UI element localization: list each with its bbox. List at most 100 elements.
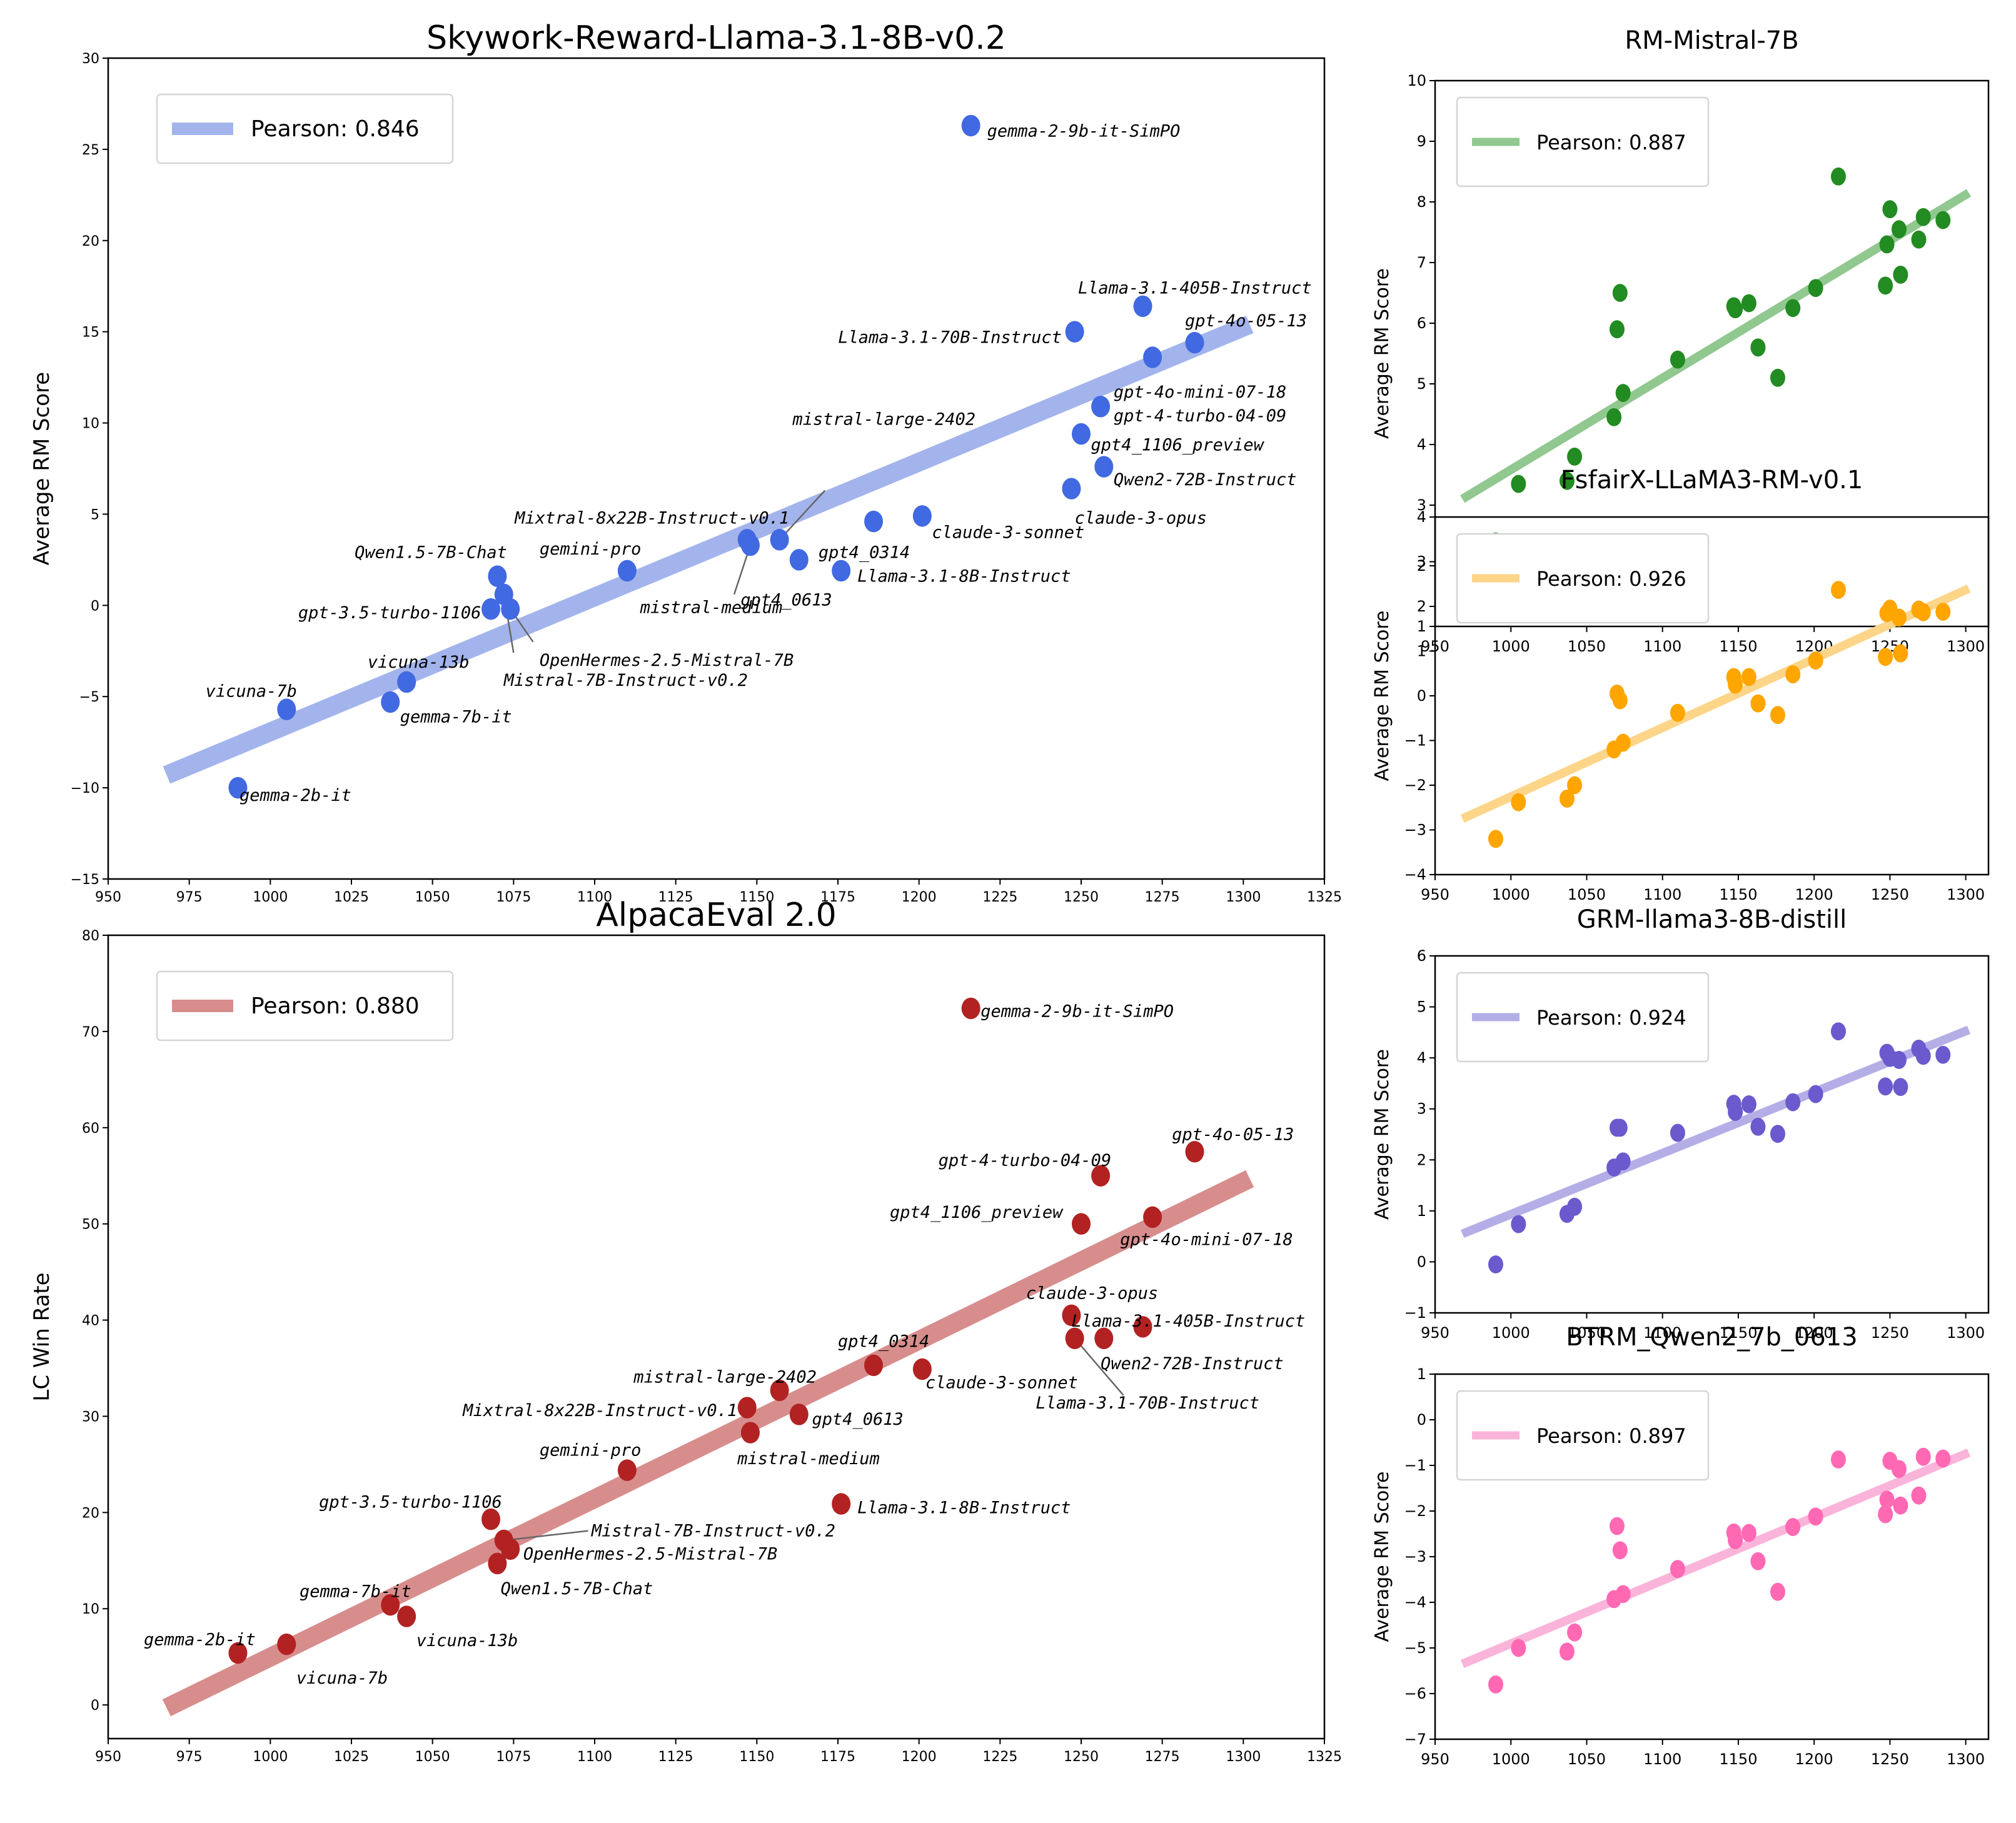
legend-box <box>1456 972 1710 1063</box>
point-label: gemma-2b-it <box>239 786 351 805</box>
data-point <box>1879 235 1895 254</box>
legend: Pearson: 0.924 <box>1456 972 1710 1063</box>
axes-frame <box>107 934 1326 1740</box>
x-tick-label: 1050 <box>1568 1750 1606 1768</box>
point-label: OpenHermes-2.5-Mistral-7B <box>540 651 794 670</box>
data-point <box>1728 1103 1743 1122</box>
data-point <box>770 1379 789 1402</box>
data-point <box>737 1397 757 1419</box>
data-point <box>789 1404 809 1425</box>
x-tick-label: 1050 <box>1568 886 1606 903</box>
point-label: gpt4_0613 <box>812 1410 904 1429</box>
legend-label: Pearson: 0.924 <box>1536 1006 1686 1030</box>
data-point <box>481 598 501 620</box>
y-tick-label: 30 <box>82 51 99 67</box>
y-tick-label: 10 <box>1407 72 1426 89</box>
data-point <box>1133 1316 1152 1338</box>
x-tick-label: 1050 <box>1568 638 1606 655</box>
point-label: Llama-3.1-405B-Instruct <box>1078 279 1312 298</box>
data-point <box>1567 776 1583 795</box>
data-point <box>1830 1022 1846 1041</box>
legend: Pearson: 0.880 <box>156 970 454 1042</box>
x-tick-label: 1100 <box>1643 1750 1681 1768</box>
data-point <box>1893 644 1908 663</box>
y-tick-label: −10 <box>71 781 99 796</box>
data-point <box>1785 1518 1801 1536</box>
data-point <box>1911 230 1927 249</box>
x-tick-label: 1100 <box>1643 638 1681 655</box>
y-tick-label: 4 <box>1417 508 1426 526</box>
x-tick-label: 1175 <box>820 890 855 905</box>
data-point <box>1606 408 1622 426</box>
legend: Pearson: 0.897 <box>1456 1390 1710 1481</box>
y-tick-label: 0 <box>1417 687 1426 705</box>
legend: Pearson: 0.887 <box>1456 96 1710 188</box>
chart-grm: GRM-llama3-8B-distill Average RM Score 950… <box>1371 905 1990 1342</box>
y-tick-label: 6 <box>1417 314 1426 332</box>
point-label: Qwen1.5-7B-Chat <box>501 1579 653 1599</box>
data-point <box>1830 1450 1846 1469</box>
data-point <box>1750 338 1766 357</box>
point-label: gpt-4o-05-13 <box>1172 1125 1294 1145</box>
y-tick-label: 70 <box>82 1025 99 1040</box>
data-point <box>1185 331 1204 354</box>
y-tick-label: 0 <box>1417 1253 1426 1270</box>
x-tick-label: 950 <box>95 1749 121 1765</box>
y-tick-label: −3 <box>1404 821 1426 839</box>
x-tick-label: 1075 <box>496 890 531 905</box>
point-label: mistral-medium <box>737 1449 880 1469</box>
x-tick-label: 1225 <box>982 1749 1017 1765</box>
data-point <box>1808 1085 1823 1103</box>
point-label: Mixtral-8x22B-Instruct-v0.1 <box>514 508 789 528</box>
x-tick-label: 950 <box>95 890 121 905</box>
regression-line <box>162 1170 1254 1717</box>
data-point <box>1091 396 1111 418</box>
x-tick-label: 1100 <box>577 890 612 905</box>
x-tick-label: 1150 <box>1719 638 1757 655</box>
data-point <box>481 1508 501 1530</box>
data-point <box>1741 668 1756 686</box>
chart-title: Skywork-Reward-Llama-3.1-8B-v0.2 <box>426 19 1006 57</box>
legend-box <box>156 93 454 164</box>
y-tick-label: 10 <box>82 416 99 432</box>
x-tick-label: 1200 <box>902 1749 937 1765</box>
y-tick-label: −4 <box>1404 866 1426 883</box>
data-point <box>1830 581 1846 599</box>
point-label: gemma-2-9b-it-SimPO <box>980 1002 1174 1022</box>
y-axis-label: Average RM Score <box>29 372 54 565</box>
data-point <box>1559 1642 1575 1661</box>
y-axis-label: Average RM Score <box>1371 1049 1393 1220</box>
data-point <box>381 691 400 713</box>
regression-line <box>163 316 1254 784</box>
y-tick-label: 8 <box>1417 193 1426 211</box>
data-point <box>1511 1215 1526 1233</box>
point-label: Llama-3.1-8B-Instruct <box>857 1499 1071 1518</box>
data-point <box>1770 1125 1785 1143</box>
point-label: Mistral-7B-Instruct-v0.2 <box>503 671 748 690</box>
y-tick-label: −2 <box>1404 1502 1426 1520</box>
data-point <box>832 560 851 582</box>
data-point <box>1878 1077 1893 1096</box>
x-tick-label: 1275 <box>1145 890 1180 905</box>
point-label: vicuna-7b <box>296 1669 388 1688</box>
chart-title: BTRM_Qwen2_7b_0613 <box>1566 1323 1857 1352</box>
y-tick-label: 0 <box>1417 1411 1426 1429</box>
data-point <box>1893 1078 1908 1097</box>
x-tick-label: 1200 <box>1795 1750 1833 1768</box>
point-label: gemma-2-9b-it-SimPO <box>987 122 1181 141</box>
x-tick-label: 1075 <box>496 1749 531 1765</box>
point-label: Qwen2-72B-Instruct <box>1114 470 1297 490</box>
x-tick-label: 1300 <box>1226 1749 1261 1765</box>
legend-label: Pearson: 0.887 <box>1536 131 1686 154</box>
y-tick-label: −1 <box>1404 1457 1426 1474</box>
data-point <box>1612 284 1628 302</box>
point-label: Llama-3.1-70B-Instruct <box>838 328 1062 347</box>
point-label: gpt4_0314 <box>819 543 910 563</box>
regression-line <box>1460 585 1971 823</box>
x-tick-label: 1000 <box>253 1749 288 1765</box>
y-tick-label: 5 <box>1417 375 1426 393</box>
data-point <box>1741 294 1756 313</box>
point-label: gemini-pro <box>540 540 642 559</box>
point-label: gpt4_0314 <box>838 1332 929 1351</box>
data-point <box>1785 299 1801 318</box>
